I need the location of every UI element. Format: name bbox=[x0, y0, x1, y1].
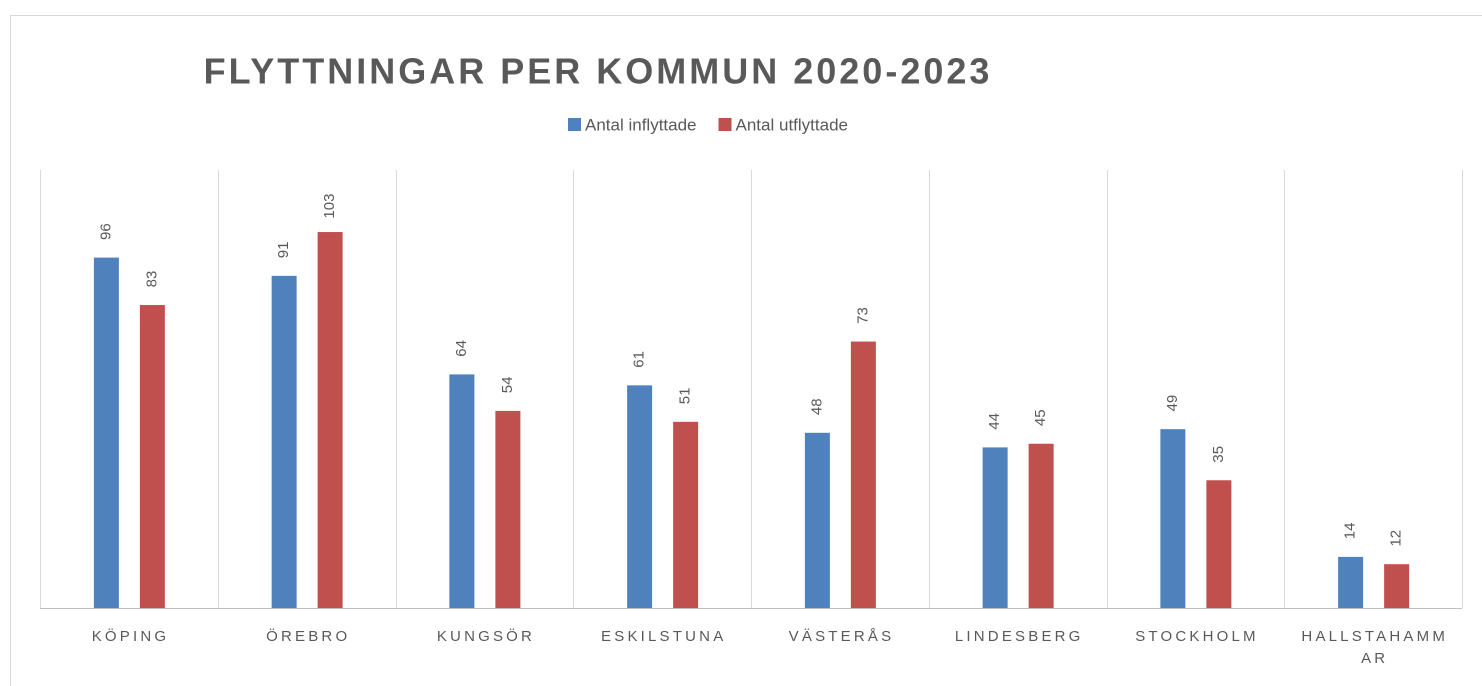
data-label: 35 bbox=[1210, 446, 1227, 463]
bar bbox=[1338, 556, 1364, 608]
data-label: 83 bbox=[143, 271, 160, 288]
data-label: 51 bbox=[677, 388, 694, 405]
data-label: 96 bbox=[97, 223, 114, 240]
data-label: 73 bbox=[854, 307, 871, 324]
legend-label: Antal inflyttade bbox=[585, 115, 697, 134]
chart-title: FLYTTNINGAR PER KOMMUN 2020-2023 bbox=[204, 51, 993, 92]
bar bbox=[139, 305, 165, 608]
bar bbox=[673, 421, 699, 608]
data-label: 91 bbox=[275, 242, 292, 259]
legend-swatch bbox=[568, 118, 581, 131]
x-tick-label: KUNGSÖR bbox=[436, 628, 536, 645]
x-tick-label: VÄSTERÅS bbox=[788, 628, 895, 645]
legend-swatch bbox=[718, 118, 732, 131]
x-tick-label: HALLSTAHAMMAR bbox=[1301, 628, 1449, 667]
data-label: 12 bbox=[1388, 530, 1405, 547]
bar bbox=[627, 385, 653, 608]
data-label: 48 bbox=[808, 398, 825, 415]
data-label: 61 bbox=[631, 351, 648, 368]
bar bbox=[317, 232, 343, 609]
x-tick-label: ESKILSTUNA bbox=[601, 628, 727, 645]
bar bbox=[495, 410, 521, 608]
bar bbox=[93, 257, 119, 608]
x-tick-label: LINDESBERG bbox=[954, 628, 1084, 645]
data-label: 49 bbox=[1164, 395, 1181, 412]
x-tick-label: ÖREBRO bbox=[266, 628, 351, 645]
legend-label: Antal utflyttade bbox=[736, 115, 848, 134]
bar bbox=[1160, 429, 1186, 608]
data-label: 64 bbox=[453, 340, 470, 357]
data-label: 54 bbox=[499, 377, 516, 394]
bar bbox=[271, 275, 297, 608]
bar bbox=[449, 374, 475, 608]
data-label: 103 bbox=[321, 194, 338, 219]
data-label: 45 bbox=[1032, 409, 1049, 426]
bar bbox=[1384, 564, 1410, 608]
x-tick-label: STOCKHOLM bbox=[1135, 628, 1259, 645]
bar bbox=[850, 341, 876, 608]
bar bbox=[982, 447, 1008, 608]
bar bbox=[1206, 480, 1232, 608]
data-label: 14 bbox=[1342, 523, 1359, 540]
bar bbox=[804, 432, 830, 608]
x-tick-label: KÖPING bbox=[91, 628, 170, 645]
data-label: 44 bbox=[986, 413, 1003, 430]
bar bbox=[1028, 443, 1054, 608]
